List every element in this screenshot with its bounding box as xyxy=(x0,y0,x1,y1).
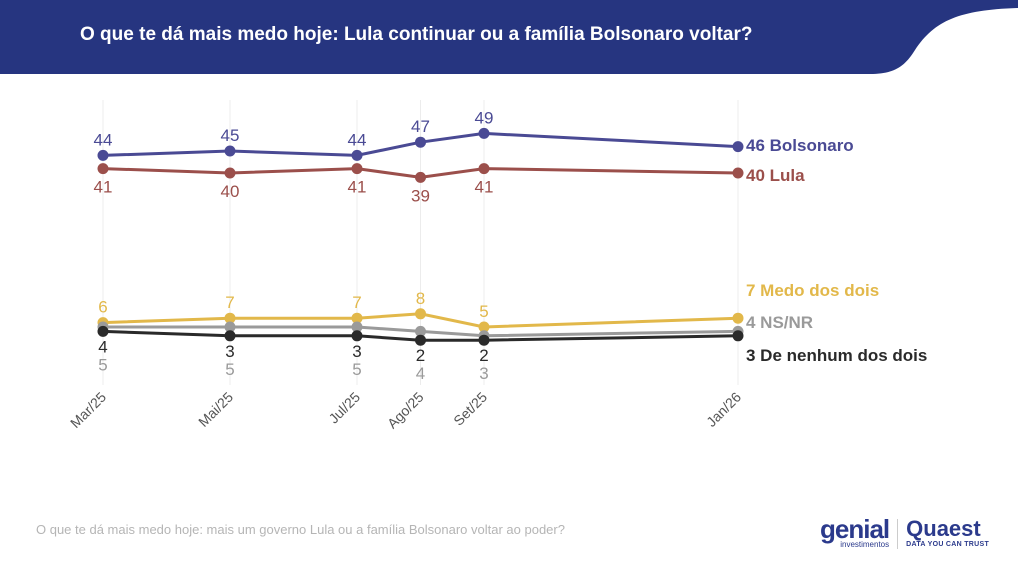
series-end-label: 4 NS/NR xyxy=(746,313,813,332)
data-label: 7 xyxy=(352,293,361,312)
data-label: 2 xyxy=(479,346,488,365)
data-point xyxy=(351,163,363,175)
data-point xyxy=(478,334,490,346)
data-label: 3 xyxy=(479,364,488,383)
data-label: 6 xyxy=(98,298,107,317)
data-point xyxy=(732,167,744,179)
data-label: 4 xyxy=(416,364,425,383)
data-label: 5 xyxy=(352,360,361,379)
data-point xyxy=(351,321,363,333)
series-end-label: 7 Medo dos dois xyxy=(746,281,879,300)
data-point xyxy=(224,145,236,157)
data-point xyxy=(415,334,426,346)
data-point xyxy=(732,330,744,342)
footnote: O que te dá mais medo hoje: mais um gove… xyxy=(36,522,565,537)
x-tick-label: Mai/25 xyxy=(195,389,236,430)
header-band xyxy=(0,0,1018,74)
logo-divider xyxy=(897,518,899,549)
series-end-label: 3 De nenhum dos dois xyxy=(746,346,927,365)
series-end-label: 46 Bolsonaro xyxy=(746,136,854,155)
series-line xyxy=(102,312,739,329)
data-label: 47 xyxy=(411,117,430,136)
data-point xyxy=(732,141,744,153)
data-label: 7 xyxy=(225,293,234,312)
series-line xyxy=(103,325,739,338)
data-label: 45 xyxy=(221,126,240,145)
page-title: O que te dá mais medo hoje: Lula continu… xyxy=(80,24,753,45)
data-label: 4 xyxy=(98,337,107,356)
data-point xyxy=(415,171,426,183)
data-point xyxy=(224,321,236,333)
data-label: 49 xyxy=(475,108,494,127)
data-label: 39 xyxy=(411,186,430,205)
series-end-label: 40 Lula xyxy=(746,166,805,185)
series-line xyxy=(102,131,739,157)
data-point xyxy=(478,321,490,333)
data-point xyxy=(97,325,109,337)
data-point xyxy=(97,149,109,161)
data-point xyxy=(478,163,490,175)
data-label: 3 xyxy=(352,342,361,361)
data-label: 41 xyxy=(475,178,494,197)
logos: genial investimentos Quaest DATA YOU CAN T… xyxy=(820,514,990,549)
quaest-logo: Quaest DATA YOU CAN TRUST xyxy=(906,516,990,549)
data-point xyxy=(415,325,426,337)
data-label: 41 xyxy=(348,178,367,197)
data-point xyxy=(224,330,236,342)
data-label: 5 xyxy=(479,302,488,321)
data-point xyxy=(351,149,363,161)
genial-logo: genial investimentos xyxy=(820,514,890,549)
series-line xyxy=(102,167,739,179)
data-label: 44 xyxy=(348,130,367,149)
data-label: 2 xyxy=(416,346,425,365)
data-point xyxy=(351,312,363,324)
x-tick-label: Jul/25 xyxy=(325,389,363,427)
data-label: 3 xyxy=(225,342,234,361)
data-point xyxy=(97,163,109,175)
data-label: 8 xyxy=(416,289,425,308)
data-point xyxy=(732,312,744,324)
data-point xyxy=(351,330,363,342)
x-tick-label: Mar/25 xyxy=(67,389,109,431)
data-label: 5 xyxy=(225,360,234,379)
data-point xyxy=(415,308,426,320)
data-point xyxy=(415,136,426,148)
data-label: 5 xyxy=(98,355,107,374)
data-label: 40 xyxy=(221,182,240,201)
data-label: 41 xyxy=(94,178,113,197)
x-tick-label: Ago/25 xyxy=(384,389,427,432)
data-point xyxy=(224,312,236,324)
data-point xyxy=(478,127,490,139)
data-label: 44 xyxy=(94,130,113,149)
x-tick-label: Jan/26 xyxy=(703,389,744,430)
series-line xyxy=(102,329,739,342)
data-point xyxy=(224,167,236,179)
x-tick-label: Set/25 xyxy=(450,389,490,429)
